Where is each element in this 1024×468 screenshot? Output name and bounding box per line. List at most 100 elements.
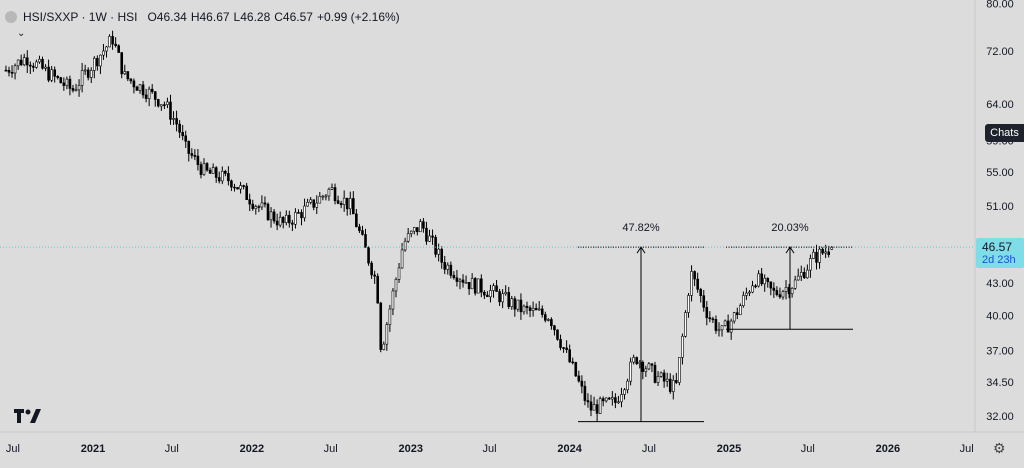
candle-body <box>681 335 684 358</box>
candle-body <box>321 195 325 198</box>
price-tick-label: 32.00 <box>986 411 1014 423</box>
chats-button[interactable]: Chats <box>985 124 1024 142</box>
candle-body <box>556 329 559 340</box>
candle-body <box>675 380 678 383</box>
candle-body <box>7 70 11 73</box>
candle-body <box>699 289 703 296</box>
candle-body <box>592 404 596 411</box>
candle-body <box>102 50 105 56</box>
candle-body <box>291 222 294 225</box>
candle-body <box>495 285 498 292</box>
candle-body <box>604 397 608 402</box>
time-tick-label: 2021 <box>81 443 105 455</box>
candle-body <box>476 278 480 294</box>
candle-body <box>635 357 639 364</box>
candle-body <box>178 123 181 133</box>
candle-body <box>86 69 90 78</box>
candle-body <box>806 269 809 279</box>
candle-body <box>22 57 26 66</box>
last-price-value: 46.57 <box>982 240 1013 254</box>
candle-body <box>156 99 160 107</box>
candle-body <box>68 78 72 89</box>
candle-body <box>315 202 319 208</box>
candle-body <box>306 201 309 207</box>
candle-body <box>345 197 349 210</box>
price-tick-label: 43.00 <box>986 278 1014 290</box>
symbol-legend[interactable]: HSI/SXXP · 1W · HSI O46.34 H46.67 L46.28… <box>5 8 400 26</box>
candle-body <box>745 292 748 296</box>
candle-body <box>348 198 352 210</box>
candle-body <box>620 394 623 403</box>
candle-body <box>272 211 276 222</box>
candle-body <box>93 57 96 71</box>
settings-gear-icon[interactable]: ⚙ <box>993 440 1006 456</box>
candle-body <box>611 397 614 400</box>
candle-body <box>123 71 127 75</box>
candle-body <box>193 155 197 157</box>
candle-body <box>449 264 453 276</box>
candle-body <box>821 248 824 254</box>
candle-body <box>684 312 687 337</box>
candle-body <box>260 202 264 208</box>
candle-body <box>220 170 224 182</box>
candle-body <box>202 163 206 175</box>
candle-body <box>388 308 392 325</box>
candle-body <box>641 361 645 372</box>
candle-body <box>818 248 821 263</box>
candle-body <box>775 290 779 295</box>
candle-body <box>492 285 495 291</box>
candle-body <box>41 58 44 69</box>
candle-body <box>510 298 514 307</box>
candle-body <box>376 275 379 304</box>
candle-body <box>799 272 803 277</box>
candle-body <box>281 216 285 223</box>
candle-body <box>373 274 376 277</box>
candle-body <box>437 248 440 255</box>
candle-body <box>766 277 770 283</box>
candle-body <box>172 118 175 120</box>
tradingview-logo-icon[interactable] <box>14 409 42 423</box>
candle-body <box>300 212 303 219</box>
candle-body <box>135 86 139 91</box>
candle-body <box>367 247 370 264</box>
candle-body <box>760 273 763 285</box>
candle-body <box>10 71 14 74</box>
candle-body <box>735 312 739 315</box>
candle-body <box>803 272 806 279</box>
candle-body <box>278 216 282 226</box>
candle-body <box>778 294 782 298</box>
candle-body <box>480 278 483 293</box>
candle-body <box>217 177 221 182</box>
candle-body <box>50 69 53 81</box>
candle-body <box>254 206 258 209</box>
candle-body <box>4 69 8 72</box>
candle-body <box>464 281 468 284</box>
candle-body <box>678 357 681 383</box>
candle-body <box>416 227 419 233</box>
chevron-down-icon[interactable]: ⌄ <box>17 28 26 39</box>
candle-body <box>266 203 270 221</box>
candle-body <box>815 251 818 263</box>
candle-body <box>409 230 413 234</box>
candle-body <box>446 264 450 270</box>
price-tick-label: 40.00 <box>986 311 1014 323</box>
candle-body <box>589 401 593 411</box>
candle-body <box>13 65 17 74</box>
candle-body <box>513 298 517 310</box>
candle-body <box>498 291 501 303</box>
candle-body <box>693 271 696 280</box>
candle-body <box>364 234 367 248</box>
candle-body <box>711 318 715 321</box>
candle-body <box>559 339 562 348</box>
time-tick-label: 2025 <box>717 443 741 455</box>
time-tick-label: 2022 <box>240 443 264 455</box>
candle-body <box>467 281 471 290</box>
candle-body <box>507 292 511 307</box>
symbol-name[interactable]: HSI/SXXP · 1W · HSI <box>23 10 138 24</box>
candle-body <box>208 169 212 174</box>
candle-body <box>516 299 520 310</box>
candle-body <box>406 233 410 242</box>
candle-body <box>330 187 334 190</box>
price-tick-label: 64.00 <box>986 99 1014 111</box>
